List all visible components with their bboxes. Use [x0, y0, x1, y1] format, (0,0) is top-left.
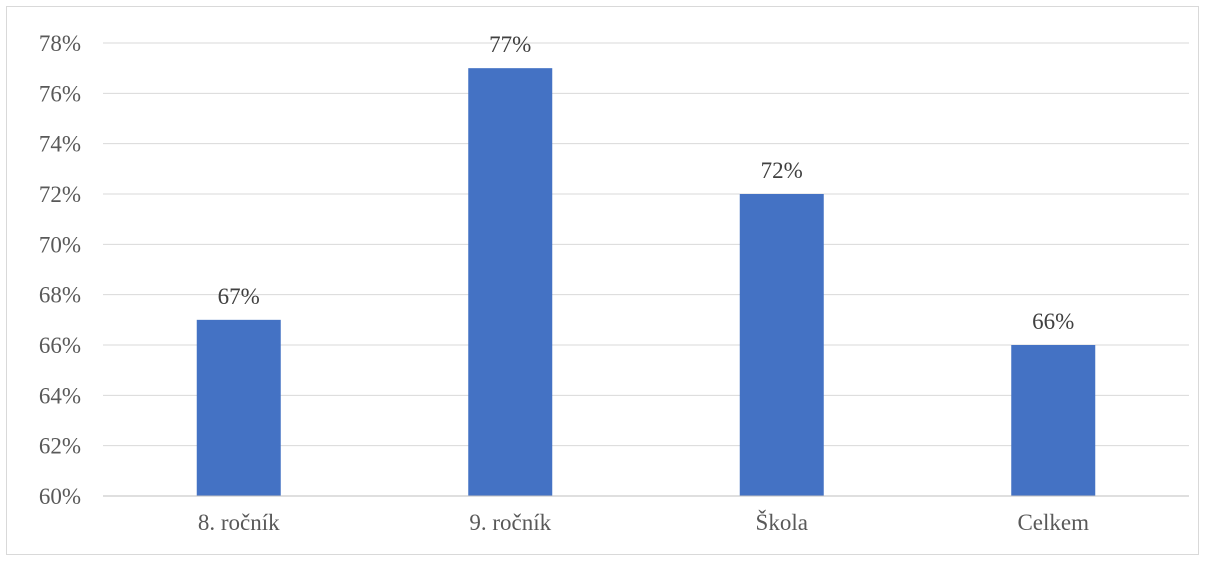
data-label: 72% — [761, 158, 803, 183]
y-tick-label: 68% — [39, 283, 81, 308]
y-tick-label: 62% — [39, 434, 81, 459]
y-tick-label: 74% — [39, 132, 81, 157]
bar — [196, 319, 281, 496]
x-category-label: Škola — [756, 509, 808, 535]
y-tick-label: 70% — [39, 232, 81, 257]
data-label: 67% — [218, 284, 260, 309]
data-labels: 67% 77% 72% 66% — [218, 32, 1075, 334]
x-category-label: Celkem — [1017, 510, 1089, 535]
y-axis-ticks: 60% 62% 64% 66% 68% 70% 72% 74% 76% 78% — [39, 31, 81, 509]
y-tick-label: 78% — [39, 31, 81, 56]
y-tick-label: 64% — [39, 383, 81, 408]
bar — [468, 68, 553, 496]
x-category-label: 8. ročník — [198, 510, 280, 535]
category-labels: 8. ročník 9. ročník Škola Celkem — [198, 509, 1089, 535]
y-tick-label: 60% — [39, 484, 81, 509]
bar — [1011, 345, 1096, 496]
chart-frame: 60% 62% 64% 66% 68% 70% 72% 74% 76% 78% 67% 77% 72%… — [6, 6, 1199, 555]
x-category-label: 9. ročník — [469, 510, 551, 535]
gridlines — [103, 42, 1189, 447]
data-label: 66% — [1032, 309, 1074, 334]
data-label: 77% — [489, 32, 531, 57]
bars — [196, 68, 1096, 496]
bar-chart: 60% 62% 64% 66% 68% 70% 72% 74% 76% 78% 67% 77% 72%… — [39, 31, 1189, 535]
y-tick-label: 76% — [39, 81, 81, 106]
y-tick-label: 72% — [39, 182, 81, 207]
bar — [739, 194, 824, 496]
y-tick-label: 66% — [39, 333, 81, 358]
